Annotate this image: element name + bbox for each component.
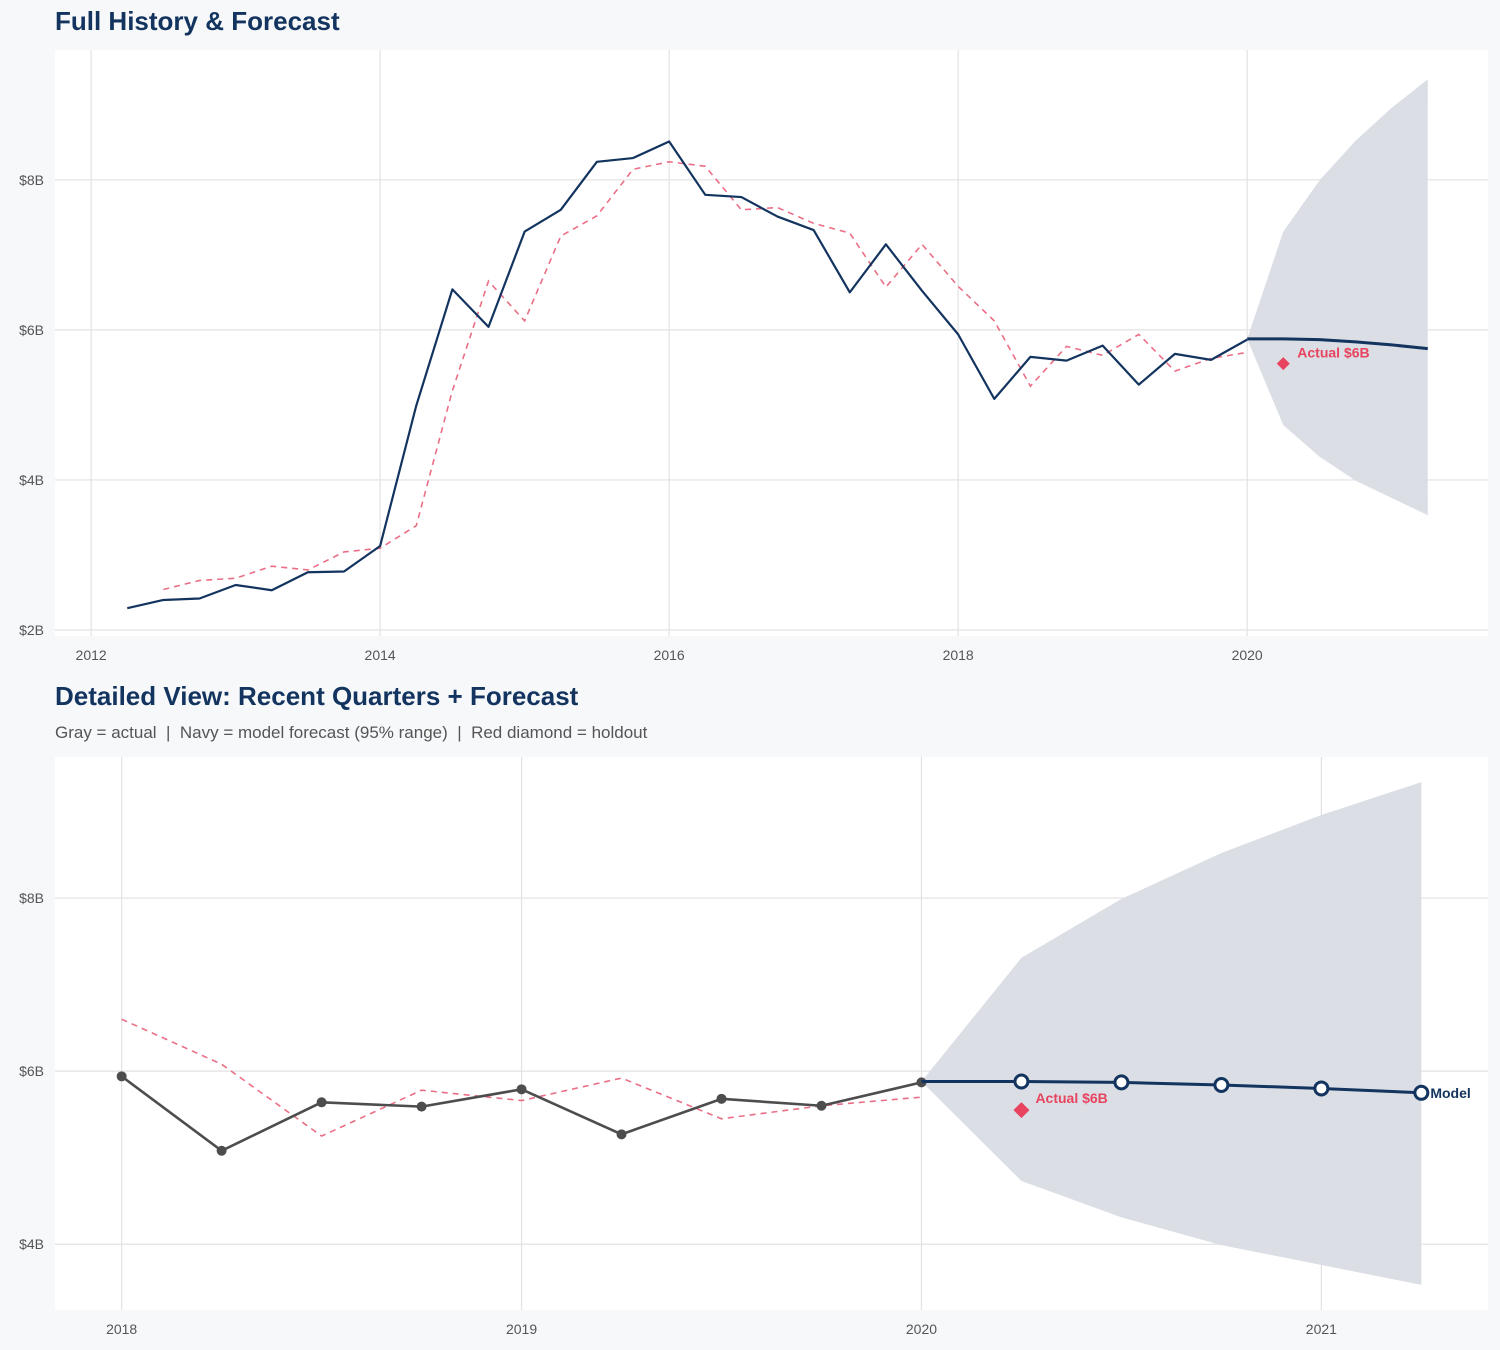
forecast-point bbox=[1313, 1080, 1330, 1097]
forecast-line bbox=[1247, 337, 1428, 351]
y-tick-label: $6B bbox=[19, 1063, 44, 1079]
x-tick-label: 2020 bbox=[1232, 647, 1263, 663]
forecast-point bbox=[1213, 1076, 1230, 1093]
holdout-diamond bbox=[1013, 1102, 1030, 1119]
fitted-line bbox=[121, 1018, 922, 1137]
forecast-end-label: Model bbox=[1430, 1085, 1470, 1101]
actual-point bbox=[516, 1084, 527, 1095]
x-tick-label: 2012 bbox=[76, 647, 107, 663]
actual-point bbox=[316, 1097, 327, 1108]
x-tick-label: 2020 bbox=[906, 1321, 937, 1337]
actual-point bbox=[816, 1100, 827, 1111]
x-tick-label: 2014 bbox=[365, 647, 396, 663]
y-tick-label: $8B bbox=[19, 890, 44, 906]
forecast-point bbox=[1413, 1084, 1430, 1101]
y-tick-label: $2B bbox=[19, 622, 44, 638]
y-tick-label: $4B bbox=[19, 472, 44, 488]
actual-point bbox=[216, 1145, 227, 1156]
y-tick-label: $4B bbox=[19, 1236, 44, 1252]
y-tick-label: $6B bbox=[19, 322, 44, 338]
forecast-point bbox=[1113, 1074, 1130, 1091]
holdout-label: Actual $6B bbox=[1035, 1090, 1107, 1106]
chart-subtitle-detailed-view: Gray = actual | Navy = model forecast (9… bbox=[55, 723, 648, 742]
chart-title-full-history: Full History & Forecast bbox=[55, 6, 340, 36]
holdout-label: Actual $6B bbox=[1297, 345, 1369, 361]
chart-2: 2018 2019 2020 2021 $4B $6B $8B Model Actual $6B bbox=[19, 757, 1488, 1337]
actual-line bbox=[127, 140, 1248, 610]
x-tick-label: 2021 bbox=[1306, 1321, 1337, 1337]
y-tick-label: $8B bbox=[19, 172, 44, 188]
forecast-interval-band bbox=[921, 782, 1422, 1285]
actual-point bbox=[616, 1129, 627, 1140]
fitted-line bbox=[163, 160, 1248, 591]
x-tick-label: 2019 bbox=[506, 1321, 537, 1337]
forecast-interval-band bbox=[1247, 79, 1428, 516]
actual-point bbox=[716, 1093, 727, 1104]
forecast-line bbox=[921, 1080, 1422, 1095]
chart-title-detailed-view: Detailed View: Recent Quarters + Forecas… bbox=[55, 681, 579, 711]
chart-1: 2012 2014 2016 2018 2020 $2B $4B $6B $8B Actual $… bbox=[19, 50, 1488, 663]
actual-point bbox=[116, 1071, 127, 1082]
forecast-point bbox=[1013, 1073, 1030, 1090]
x-tick-label: 2018 bbox=[106, 1321, 137, 1337]
actual-point bbox=[416, 1101, 427, 1112]
x-tick-label: 2016 bbox=[654, 647, 685, 663]
x-tick-label: 2018 bbox=[943, 647, 974, 663]
holdout-diamond bbox=[1276, 357, 1290, 371]
